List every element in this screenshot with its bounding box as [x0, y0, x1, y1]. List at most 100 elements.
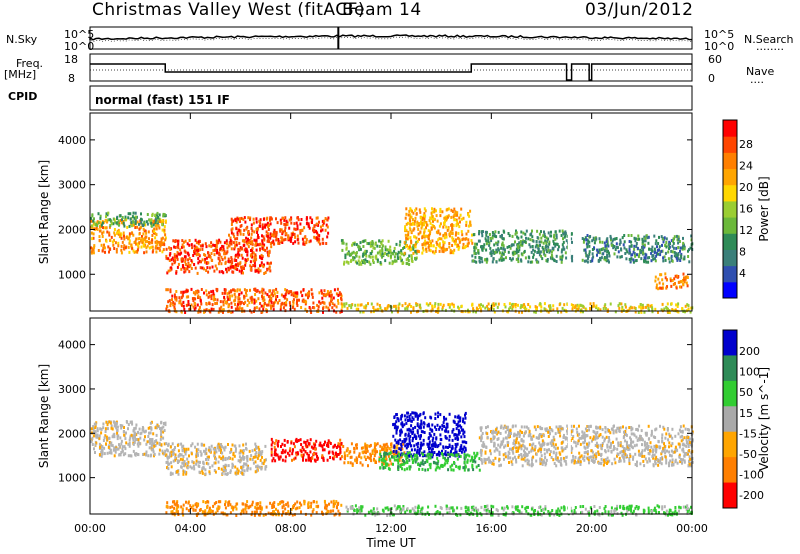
- scatter-cell: [121, 218, 123, 222]
- scatter-cell: [113, 435, 116, 439]
- scatter-cell: [442, 445, 445, 449]
- scatter-cell: [280, 228, 283, 232]
- scatter-cell: [534, 305, 537, 309]
- scatter-cell: [156, 441, 159, 445]
- scatter-cell: [614, 310, 617, 314]
- scatter-cell: [641, 237, 644, 241]
- scatter-cell: [645, 253, 647, 257]
- scatter-cell: [250, 223, 253, 227]
- scatter-cell: [98, 235, 101, 239]
- scatter-cell: [198, 305, 201, 309]
- scatter-cell: [457, 305, 460, 309]
- scatter-cell: [231, 220, 234, 224]
- scatter-cell: [415, 437, 418, 440]
- scatter-cell: [404, 461, 407, 465]
- scatter-cell: [553, 259, 556, 263]
- scatter-cell: [143, 452, 146, 456]
- scatter-cell: [685, 452, 688, 456]
- scatter-cell: [549, 304, 552, 308]
- tick-right-bottom: 10^0: [704, 40, 735, 53]
- scatter-cell: [670, 239, 673, 243]
- scatter-cell: [541, 257, 544, 261]
- scatter-cell: [225, 267, 227, 271]
- scatter-cell: [224, 466, 227, 470]
- scatter-cell: [117, 232, 120, 236]
- scatter-cell: [177, 454, 180, 458]
- scatter-cell: [427, 237, 430, 241]
- scatter-cell: [234, 219, 237, 222]
- scatter-cell: [259, 450, 262, 454]
- scatter-cell: [261, 246, 264, 250]
- scatter-cell: [399, 255, 402, 259]
- scatter-cell: [195, 241, 198, 245]
- scatter-cell: [294, 240, 297, 244]
- scatter-cell: [589, 306, 591, 310]
- scatter-cell: [227, 443, 229, 446]
- scatter-cell: [638, 253, 641, 257]
- scatter-cell: [111, 240, 114, 244]
- scatter-cell: [205, 289, 208, 293]
- scatter-cell: [165, 288, 168, 292]
- nave-tick-top: 60: [708, 53, 722, 66]
- scatter-cell: [388, 452, 391, 456]
- scatter-cell: [560, 234, 563, 237]
- scatter-cell: [249, 268, 252, 272]
- scatter-cell: [302, 458, 304, 462]
- scatter-cell: [673, 250, 676, 254]
- scatter-cell: [265, 223, 268, 227]
- scatter-cell: [488, 307, 490, 311]
- scatter-cell: [416, 224, 419, 228]
- scatter-cell: [293, 445, 296, 449]
- scatter-cell: [596, 248, 599, 252]
- scatter-cell: [217, 257, 220, 261]
- scatter-cell: [216, 289, 219, 293]
- scatter-cell: [373, 246, 376, 250]
- scatter-cell: [280, 445, 282, 448]
- scatter-cell: [217, 442, 220, 446]
- scatter-cell: [360, 303, 363, 307]
- scatter-cell: [491, 234, 494, 238]
- scatter-cell: [572, 305, 575, 308]
- scatter-cell: [661, 286, 664, 290]
- scatter-cell: [234, 245, 237, 249]
- scatter-cell: [182, 265, 184, 269]
- scatter-cell: [679, 425, 682, 429]
- scatter-cell: [208, 455, 210, 459]
- scatter-cell: [458, 431, 461, 435]
- scatter-cell: [381, 463, 384, 467]
- scatter-cell: [564, 230, 567, 234]
- scatter-cell: [458, 467, 461, 471]
- scatter-cell: [155, 439, 158, 443]
- scatter-cell: [293, 307, 296, 311]
- scatter-cell: [373, 442, 376, 446]
- scatter-cell: [462, 466, 465, 470]
- scatter-cell: [471, 241, 474, 245]
- scatter-cell: [451, 438, 454, 442]
- scatter-cell: [307, 455, 310, 459]
- scatter-cell: [417, 463, 420, 466]
- scatter-cell: [384, 443, 387, 447]
- scatter-cell: [215, 457, 218, 461]
- scatter-cell: [301, 446, 304, 449]
- scatter-cell: [609, 236, 612, 240]
- scatter-cell: [554, 230, 557, 234]
- scatter-cell: [479, 256, 482, 260]
- scatter-cell: [321, 448, 324, 452]
- scatter-band-9: [654, 272, 689, 291]
- scatter-cell: [318, 300, 321, 304]
- scatter-cell: [395, 450, 398, 454]
- scatter-cell: [368, 444, 371, 448]
- scatter-cell: [481, 234, 484, 238]
- scatter-cell: [610, 441, 613, 445]
- scatter-cell: [462, 419, 464, 423]
- scatter-cell: [350, 442, 353, 446]
- scatter-cell: [443, 418, 446, 422]
- scatter-cell: [325, 305, 328, 309]
- scatter-cell: [214, 246, 217, 250]
- scatter-cell: [98, 239, 101, 242]
- scatter-cell: [109, 247, 112, 251]
- scatter-cell: [102, 426, 105, 430]
- scatter-cell: [133, 241, 136, 244]
- scatter-cell: [585, 308, 588, 312]
- scatter-cell: [375, 461, 377, 464]
